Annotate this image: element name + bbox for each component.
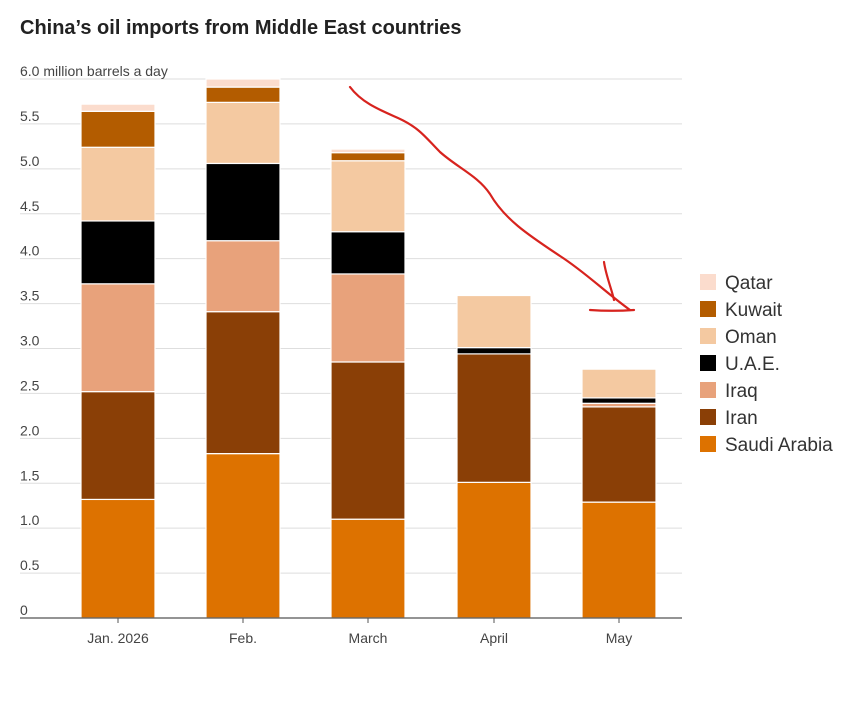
bar-segment-oman (330, 160, 406, 233)
bar-segment-qatar (205, 78, 281, 88)
bar-segment-oman (456, 294, 532, 349)
bar-segment-oman (581, 368, 657, 399)
chart-title: China’s oil imports from Middle East cou… (20, 17, 462, 39)
legend-label: Qatar (725, 273, 773, 294)
bar-segment-saudi-arabia (581, 501, 657, 619)
legend-swatch (700, 301, 716, 317)
bar-segment-iran (581, 406, 657, 503)
y-tick-label: 2.5 (20, 377, 40, 393)
y-axis-unit-label: 6.0 million barrels a day (20, 63, 168, 79)
legend-swatch (700, 409, 716, 425)
y-tick-label: 2.0 (20, 422, 40, 438)
red-arrow-annotation (348, 85, 632, 312)
x-tick-label: March (349, 630, 388, 646)
y-tick-label: 0 (20, 602, 28, 618)
bar-segment-u-a-e (205, 162, 281, 242)
bar-segment-saudi-arabia (330, 518, 406, 619)
bar-segment-u-a-e (581, 397, 657, 404)
y-tick-label: 4.0 (20, 243, 40, 259)
legend-label: U.A.E. (725, 354, 780, 375)
bar-segment-kuwait (80, 110, 156, 148)
bar-segment-iran (330, 361, 406, 520)
bar-segment-u-a-e (330, 231, 406, 275)
bar-segment-kuwait (205, 86, 281, 103)
bar-segment-iran (205, 311, 281, 455)
bar-segment-u-a-e (80, 220, 156, 285)
x-tick-label: April (480, 630, 508, 646)
bar-segment-iraq (80, 283, 156, 393)
bar-segment-kuwait (330, 152, 406, 162)
legend-swatch (700, 382, 716, 398)
bar-segment-oman (80, 146, 156, 222)
x-tick-label: Jan. 2026 (87, 630, 149, 646)
legend-label: Iraq (725, 381, 758, 402)
bar-segment-saudi-arabia (205, 453, 281, 619)
bar-segment-qatar (80, 103, 156, 112)
legend-label: Iran (725, 408, 758, 429)
bar-segment-saudi-arabia (80, 498, 156, 619)
x-tick-label: May (606, 630, 632, 646)
y-tick-label: 1.0 (20, 512, 40, 528)
legend-label: Kuwait (725, 300, 783, 321)
bar-segment-iran (456, 353, 532, 483)
y-tick-label: 3.5 (20, 288, 40, 304)
y-tick-label: 4.5 (20, 198, 40, 214)
red-arrowhead-annotation (588, 260, 636, 312)
y-tick-label: 3.0 (20, 333, 40, 349)
y-tick-label: 5.5 (20, 108, 40, 124)
legend: Qatar Kuwait Oman U.A.E. Iraq Iran Saudi Arabi… (700, 273, 833, 456)
y-tick-label: 0.5 (20, 557, 40, 573)
bar-segment-iraq (205, 240, 281, 313)
bar-segment-saudi-arabia (456, 481, 532, 619)
legend-swatch (700, 436, 716, 452)
bar-segment-iran (80, 391, 156, 501)
legend-label: Oman (725, 327, 777, 348)
bar-segment-iraq (330, 273, 406, 363)
legend-label: Saudi Arabia (725, 435, 833, 456)
bar-segment-u-a-e (456, 347, 532, 355)
legend-swatch (700, 355, 716, 371)
bar-segment-qatar (330, 148, 406, 154)
y-tick-label: 1.5 (20, 467, 40, 483)
legend-swatch (700, 274, 716, 290)
x-axis-ticks: Jan. 2026 Feb. March April May (87, 618, 632, 646)
legend-swatch (700, 328, 716, 344)
bars (80, 78, 657, 619)
x-tick-label: Feb. (229, 630, 257, 646)
y-tick-label: 5.0 (20, 153, 40, 169)
bar-segment-oman (205, 101, 281, 165)
y-axis-ticks: 0 0.5 1.0 1.5 2.0 2.5 3.0 3.5 4.0 4.5 5.0 5.5 (20, 108, 40, 618)
